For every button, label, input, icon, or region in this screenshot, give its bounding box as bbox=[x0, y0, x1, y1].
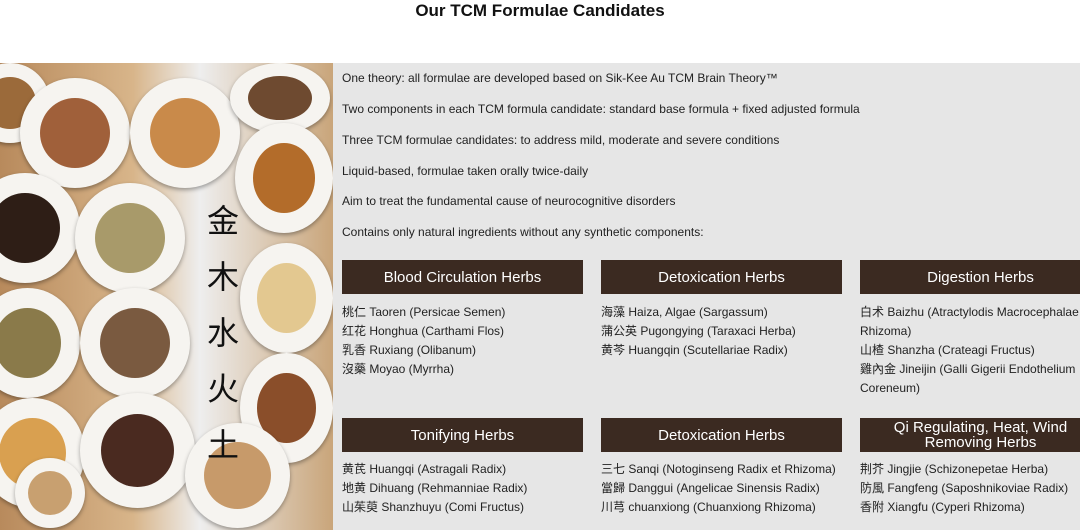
herb-item: 蒲公英 Pugongying (Taraxaci Herba) bbox=[601, 324, 796, 338]
bullet-text: Contains only natural ingredients withou… bbox=[342, 225, 704, 239]
herb-item: 三七 Sanqi (Notoginseng Radix et Rhizoma) bbox=[601, 462, 836, 476]
herb-item: 川芎 chuanxiong (Chuanxiong Rhizoma) bbox=[601, 500, 816, 514]
herb-item: 乳香 Ruxiang (Olibanum) bbox=[342, 343, 477, 357]
group-header: Tonifying Herbs bbox=[342, 418, 583, 452]
bullet-text: Three TCM formulae candidates: to addres… bbox=[342, 133, 780, 147]
herb-list: 白术 Baizhu (Atractylodis Macrocephalae Rh… bbox=[860, 303, 1080, 398]
herb-list: 桃仁 Taoren (Persicae Semen) 红花 Honghua (C… bbox=[342, 303, 582, 379]
herb-bowl bbox=[15, 458, 85, 528]
herb-list: 荆芥 Jingjie (Schizonepetae Herba) 防風 Fang… bbox=[860, 460, 1080, 517]
bullet-text: Aim to treat the fundamental cause of ne… bbox=[342, 194, 676, 208]
herbs-photo: 金木水火土 bbox=[0, 63, 333, 530]
herb-bowl bbox=[185, 423, 290, 528]
herb-bowl bbox=[130, 78, 240, 188]
five-elements-calligraphy: 金木水火土 bbox=[206, 202, 239, 464]
herb-list: 海藻 Haiza, Algae (Sargassum) 蒲公英 Pugongyi… bbox=[601, 303, 841, 360]
herb-item: 红花 Honghua (Carthami Flos) bbox=[342, 324, 505, 338]
herb-list: 三七 Sanqi (Notoginseng Radix et Rhizoma) … bbox=[601, 460, 851, 517]
herb-item: 黄芩 Huangqin (Scutellariae Radix) bbox=[601, 343, 788, 357]
group-header: Detoxication Herbs bbox=[601, 418, 842, 452]
group-header: Qi Regulating, Heat, Wind Removing Herbs bbox=[860, 418, 1080, 452]
content-panel bbox=[333, 63, 1080, 530]
herb-item: 桃仁 Taoren (Persicae Semen) bbox=[342, 305, 506, 319]
herb-item: 荆芥 Jingjie (Schizonepetae Herba) bbox=[860, 462, 1049, 476]
bullet-text: One theory: all formulae are developed b… bbox=[342, 71, 778, 85]
herb-item: 白术 Baizhu (Atractylodis Macrocephalae Rh… bbox=[860, 305, 1079, 338]
page-title: Our TCM Formulae Candidates bbox=[415, 1, 665, 20]
group-header: Digestion Herbs bbox=[860, 260, 1080, 294]
herb-bowl bbox=[240, 243, 333, 353]
herb-item: 地黄 Dihuang (Rehmanniae Radix) bbox=[342, 481, 528, 495]
herb-list: 黄芪 Huangqi (Astragali Radix) 地黄 Dihuang … bbox=[342, 460, 582, 517]
herb-bowl bbox=[230, 63, 330, 133]
herb-item: 山茱萸 Shanzhuyu (Comi Fructus) bbox=[342, 500, 525, 514]
herb-bowl bbox=[0, 288, 80, 398]
bullet-text: Liquid-based, formulae taken orally twic… bbox=[342, 164, 589, 178]
herb-item: 沒藥 Moyao (Myrrha) bbox=[342, 362, 455, 376]
group-header: Detoxication Herbs bbox=[601, 260, 842, 294]
herb-bowl bbox=[80, 288, 190, 398]
herb-item: 黄芪 Huangqi (Astragali Radix) bbox=[342, 462, 507, 476]
herb-item: 當歸 Danggui (Angelicae Sinensis Radix) bbox=[601, 481, 820, 495]
herb-item: 香附 Xiangfu (Cyperi Rhizoma) bbox=[860, 500, 1025, 514]
group-header: Blood Circulation Herbs bbox=[342, 260, 583, 294]
herb-bowl bbox=[75, 183, 185, 293]
herb-item: 山楂 Shanzha (Crateagi Fructus) bbox=[860, 343, 1035, 357]
herb-item: 防風 Fangfeng (Saposhnikoviae Radix) bbox=[860, 481, 1069, 495]
bullet-text: Two components in each TCM formula candi… bbox=[342, 102, 860, 116]
herb-bowl bbox=[235, 123, 333, 233]
herb-bowl bbox=[20, 78, 130, 188]
herb-item: 雞內金 Jineijin (Galli Gigerii Endothelium … bbox=[860, 362, 1076, 395]
herb-bowl bbox=[80, 393, 195, 508]
herb-item: 海藻 Haiza, Algae (Sargassum) bbox=[601, 305, 768, 319]
herb-bowl bbox=[0, 173, 80, 283]
